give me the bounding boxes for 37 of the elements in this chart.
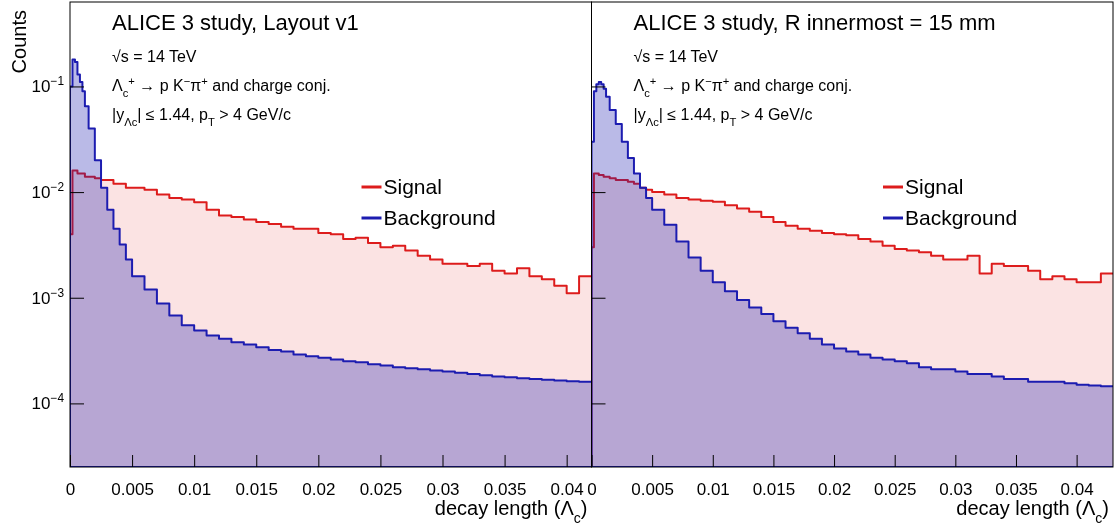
x-tick-label: 0 [65,480,76,500]
x-tick-label: 0.025 [873,480,917,500]
x-tick-label: 0.01 [178,480,212,500]
annotation: √s = 14 TeV [112,48,197,65]
legend-label: Background [905,206,1018,229]
x-axis-title: decay length (Λ$_{c}$) [434,497,588,526]
x-tick-label: 0.015 [752,480,796,500]
x-axis-title: decay length (Λ$_{c}$) [956,497,1109,526]
annotation: Λ$_{c}$$^{+}$ → p K$^{−}$π$^{+}$ and charge conj. [633,75,853,99]
x-tick-label: 0.01 [696,480,730,500]
x-tick-label: 0.035 [483,480,527,500]
chart-title: ALICE 3 study, Layout v1 [112,10,359,35]
y-tick-label: 10$^{−3}$ [31,285,65,308]
annotation: Λ$_{c}$$^{+}$ → p K$^{−}$π$^{+}$ and charge conj. [112,75,331,99]
x-tick-label: 0.035 [995,480,1038,500]
annotation: |y$_{Λc}$| ≤ 1.44, p$_{T}$ > 4 GeV/c [112,106,291,128]
legend-label: Signal [905,175,964,198]
x-tick-label: 0.04 [1060,480,1094,500]
legend-label: Background [383,206,496,229]
x-tick-label: 0.005 [111,480,154,500]
x-tick-label: 0.02 [302,480,336,500]
x-tick-label: 0.02 [818,480,852,500]
x-tick-label: 0.03 [939,480,973,500]
x-tick-label: 0.03 [426,480,460,500]
x-tick-label: 0.025 [359,480,403,500]
chart-title: ALICE 3 study, R innermost = 15 mm [633,10,996,35]
annotation: √s = 14 TeV [633,48,719,65]
x-tick-label: 0 [587,480,597,500]
x-tick-label: 0.005 [631,480,674,500]
y-axis-title: Counts [8,10,30,74]
y-tick-label: 10$^{−4}$ [31,391,65,414]
x-tick-label: 0.015 [235,480,279,500]
x-tick-label: 0.04 [550,480,584,500]
y-tick-label: 10$^{−1}$ [31,74,65,97]
legend-label: Signal [383,175,442,198]
y-tick-label: 10$^{−2}$ [31,180,65,203]
annotation: |y$_{Λc}$| ≤ 1.44, p$_{T}$ > 4 GeV/c [633,106,813,128]
